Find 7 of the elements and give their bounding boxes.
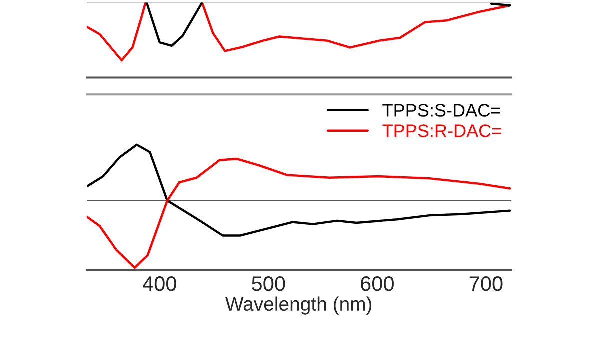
x-tick-label: 500: [252, 276, 286, 292]
legend-label: TPPS:R-DAC=: [382, 124, 502, 138]
x-tick-label: 700: [470, 276, 503, 292]
x-tick-label: 400: [142, 276, 176, 292]
x-axis-title: Wavelength (nm): [226, 296, 372, 315]
x-tick-label: 600: [361, 276, 394, 292]
legend-label: TPPS:S-DAC=: [382, 104, 500, 117]
